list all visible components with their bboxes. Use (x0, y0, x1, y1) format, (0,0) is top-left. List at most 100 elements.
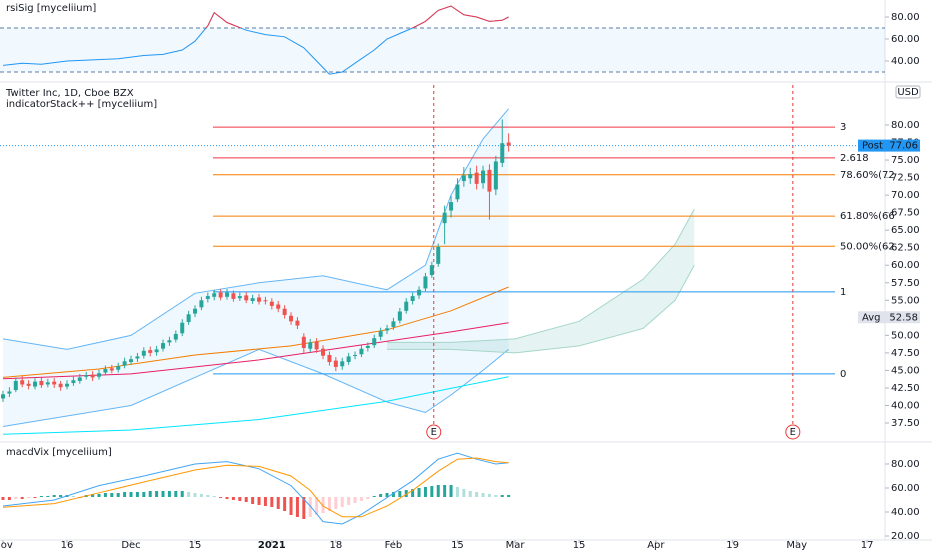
candle-body (116, 366, 121, 370)
y-tick-label: 55.00 (891, 295, 920, 306)
histogram-bar (462, 489, 466, 497)
candle-body (1, 394, 6, 399)
candle-body (276, 304, 281, 309)
histogram-bar (340, 497, 344, 507)
histogram-bar (155, 491, 159, 497)
x-tick-label: Feb (385, 540, 403, 550)
histogram-bar (283, 497, 287, 511)
histogram-bar (334, 497, 338, 509)
histogram-bar (276, 497, 280, 509)
candle-body (167, 340, 172, 343)
candle-body (474, 172, 479, 184)
pane-title: macdVix [myceliium] (6, 447, 112, 458)
histogram-bar (103, 493, 107, 497)
histogram-bar (481, 493, 485, 497)
histogram-bar (302, 497, 306, 519)
level-band (0, 28, 885, 72)
histogram-bar (411, 489, 415, 497)
candle-body (269, 301, 274, 306)
fib-label: 1 (840, 287, 846, 298)
candle-body (45, 382, 50, 385)
histogram-bar (353, 497, 357, 503)
x-tick-label: 17 (861, 540, 874, 550)
event-label: E (431, 427, 437, 438)
event-marker (426, 424, 442, 440)
histogram-bar (110, 493, 114, 497)
y-tick-label: 40.00 (891, 507, 920, 518)
histogram-bar (359, 497, 363, 501)
fib-label: 50.00%(62 (840, 241, 895, 252)
candle-body (71, 380, 76, 384)
histogram-bar (167, 491, 171, 497)
x-tick-label: 15 (573, 540, 586, 550)
y-tick-label: 72.50 (891, 173, 920, 184)
candle-body (186, 314, 191, 323)
histogram-bar (436, 485, 440, 497)
candle-body (455, 184, 460, 200)
histogram-bar (315, 497, 319, 515)
candle-body (391, 321, 396, 327)
candle-body (39, 380, 44, 386)
histogram-bar (379, 494, 383, 497)
band-upper (2, 108, 509, 350)
histogram-bar (59, 495, 63, 497)
histogram-bar (487, 494, 491, 497)
y-tick-label: 70.00 (891, 190, 920, 201)
histogram-bar (39, 496, 43, 497)
chart-title: Twitter Inc, 1D, Cboe BZX (5, 88, 134, 99)
y-tick-label: 20.00 (891, 531, 920, 542)
rsi-line-over (205, 5, 509, 29)
histogram-bar (500, 495, 504, 497)
candle-body (58, 383, 63, 388)
candle-body (385, 328, 390, 331)
histogram-bar (193, 493, 197, 497)
histogram-bar (270, 497, 274, 507)
candle-body (423, 276, 428, 289)
candle-body (148, 350, 153, 353)
candle-body (231, 293, 236, 299)
histogram-bar (135, 492, 139, 497)
histogram-bar (385, 493, 389, 497)
candle-body (314, 341, 319, 350)
y-tick-label: 67.50 (891, 208, 920, 219)
histogram-bar (161, 491, 165, 497)
x-tick-label: Nov (0, 540, 13, 550)
x-tick-label: 19 (726, 540, 739, 550)
candle-body (33, 381, 38, 387)
histogram-bar (251, 497, 255, 504)
y-tick-label: 62.50 (891, 243, 920, 254)
post-price: 77.06 (889, 141, 918, 152)
candle-body (97, 373, 102, 377)
histogram-bar (423, 487, 427, 497)
candle-body (397, 311, 402, 321)
histogram-bar (494, 495, 498, 497)
candle-body (346, 356, 351, 363)
candle-body (26, 383, 31, 386)
histogram-bar (263, 497, 267, 506)
candle-body (237, 296, 242, 299)
histogram-bar (308, 497, 312, 517)
candle-body (52, 381, 57, 385)
candle-body (327, 355, 332, 363)
histogram-bar (71, 496, 75, 497)
candle-body (154, 349, 159, 353)
avg-label: Avg (862, 312, 881, 323)
y-tick-label: 50.00 (891, 330, 920, 341)
candle-body (84, 375, 89, 377)
band-lower (387, 264, 695, 354)
chart-subtitle: indicatorStack++ [myceliium] (6, 99, 157, 110)
candle-body (436, 247, 441, 264)
fib-label: 2.618 (840, 153, 869, 164)
candle-body (65, 383, 70, 387)
histogram-bar (231, 497, 235, 500)
candle-body (340, 361, 345, 367)
candle-body (429, 265, 434, 276)
candle-body (257, 297, 262, 302)
candle-body (263, 300, 268, 302)
histogram-bar (475, 492, 479, 497)
histogram-bar (219, 497, 223, 498)
histogram-bar (33, 497, 37, 498)
moving-average (2, 286, 509, 378)
histogram-bar (174, 491, 178, 497)
